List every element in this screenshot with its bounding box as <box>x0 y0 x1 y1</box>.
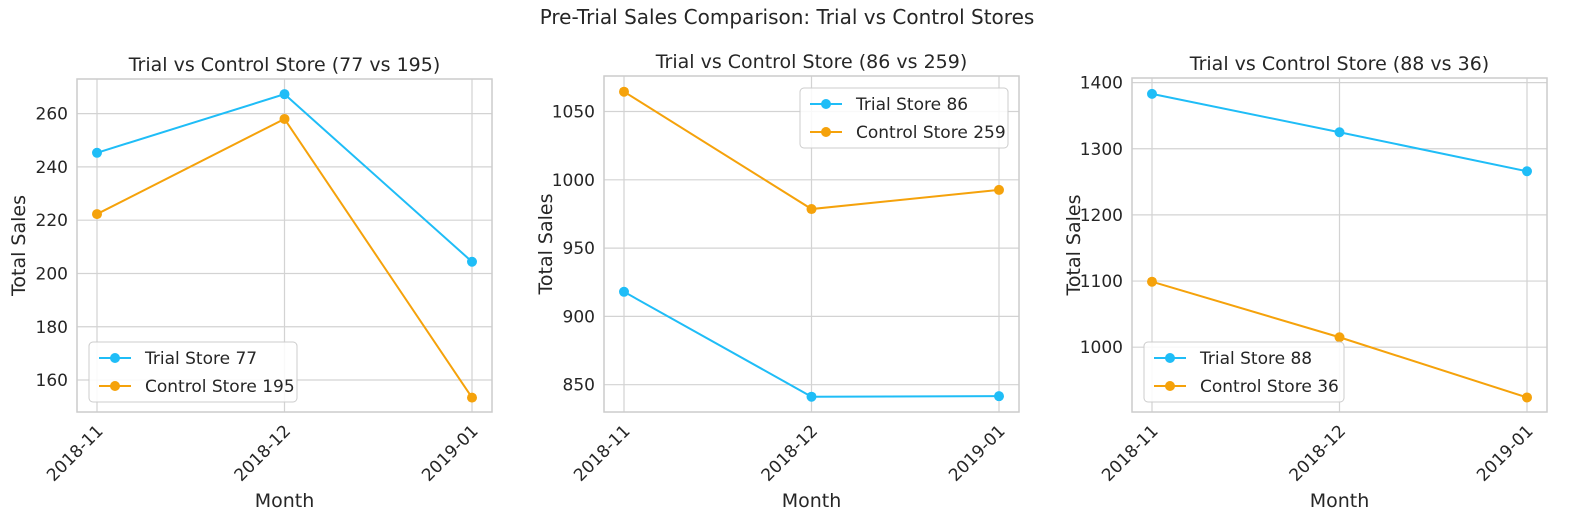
plot-frame <box>603 75 1020 413</box>
y-tick-label: 850 <box>563 376 595 396</box>
data-point <box>619 86 629 97</box>
y-tick-label: 200 <box>36 264 68 284</box>
data-point <box>1522 392 1532 403</box>
y-tick-label: 1100 <box>1080 272 1123 292</box>
data-point <box>994 391 1004 402</box>
x-tick-label: 2018-12 <box>758 421 822 485</box>
y-axis-label: Total Sales <box>1063 195 1085 297</box>
chart-panel-2: 850 900 950 1000 1050 2018-11 2018-12 2019-01 Tr… <box>535 51 1020 512</box>
x-tick-label: 2018-11 <box>570 421 634 485</box>
y-tick-label: 1050 <box>552 103 595 123</box>
legend-swatch-marker <box>110 353 120 363</box>
plot-frame <box>76 78 493 413</box>
chart-panel-1: 160 180 200 220 240 260 2018-11 2018-12 2019-01 T… <box>8 54 493 512</box>
legend-swatch-marker <box>1165 381 1175 391</box>
data-point <box>92 147 102 158</box>
legend-label: Trial Store 88 <box>1199 349 1312 369</box>
x-axis-label: Month <box>1310 490 1370 512</box>
legend-swatch-marker <box>821 127 831 137</box>
y-tick-label: 180 <box>36 318 68 338</box>
y-tick-label: 160 <box>36 371 68 391</box>
data-point <box>619 286 629 297</box>
legend-swatch-marker <box>821 99 831 109</box>
panel-title: Trial vs Control Store (88 vs 36) <box>1189 53 1489 75</box>
data-point <box>279 113 290 124</box>
legend-label: Control Store 259 <box>856 123 1006 143</box>
data-point <box>1147 276 1157 287</box>
data-point <box>1334 127 1345 138</box>
legend-box <box>799 87 1009 149</box>
legend-label: Trial Store 86 <box>855 95 968 115</box>
panel-title: Trial vs Control Store (86 vs 259) <box>655 51 968 73</box>
y-axis-label: Total Sales <box>8 195 30 297</box>
legend-swatch-marker <box>1165 353 1175 363</box>
legend: Trial Store 88 Control Store 36 <box>1143 341 1345 403</box>
y-axis-label: Total Sales <box>535 194 557 296</box>
x-tick-label: 2018-11 <box>43 421 107 485</box>
legend-label: Trial Store 77 <box>144 349 257 369</box>
y-tick-label: 1000 <box>1080 338 1123 358</box>
legend-box <box>1143 341 1345 403</box>
y-tick-label: 1400 <box>1080 74 1123 94</box>
x-tick-label: 2018-11 <box>1098 421 1162 485</box>
x-tick-label: 2019-01 <box>1473 421 1537 485</box>
legend: Trial Store 86 Control Store 259 <box>799 87 1009 149</box>
data-point <box>1147 88 1157 99</box>
legend-label: Control Store 195 <box>145 377 295 397</box>
y-tick-label: 900 <box>563 307 595 327</box>
x-tick-label: 2018-12 <box>231 421 295 485</box>
y-tick-label: 1000 <box>552 171 595 191</box>
data-point <box>994 184 1004 195</box>
x-axis-label: Month <box>255 490 315 512</box>
chart-panel-3: 1000 1100 1200 1300 1400 2018-11 2018-12 2019-0… <box>1063 53 1548 512</box>
y-tick-label: 260 <box>36 105 68 125</box>
y-tick-label: 220 <box>36 211 68 231</box>
legend-box <box>88 341 298 403</box>
data-point <box>806 204 817 215</box>
data-point <box>1522 166 1532 177</box>
x-tick-label: 2019-01 <box>945 421 1009 485</box>
x-tick-label: 2019-01 <box>418 421 482 485</box>
y-tick-label: 240 <box>36 158 68 178</box>
data-point <box>806 391 817 402</box>
x-tick-label: 2018-12 <box>1286 421 1350 485</box>
y-tick-label: 950 <box>563 239 595 259</box>
panel-title: Trial vs Control Store (77 vs 195) <box>128 54 441 76</box>
legend-swatch-marker <box>110 381 120 391</box>
plot-frame <box>1131 77 1548 413</box>
data-point <box>92 209 102 220</box>
data-point <box>467 256 477 267</box>
data-point <box>467 392 477 403</box>
data-point <box>1334 332 1345 343</box>
y-tick-label: 1200 <box>1080 206 1123 226</box>
legend: Trial Store 77 Control Store 195 <box>88 341 298 403</box>
figure-title: Pre-Trial Sales Comparison: Trial vs Con… <box>539 5 1035 29</box>
data-point <box>279 89 290 100</box>
y-tick-label: 1300 <box>1080 140 1123 160</box>
x-axis-label: Month <box>782 490 842 512</box>
legend-label: Control Store 36 <box>1200 377 1339 397</box>
